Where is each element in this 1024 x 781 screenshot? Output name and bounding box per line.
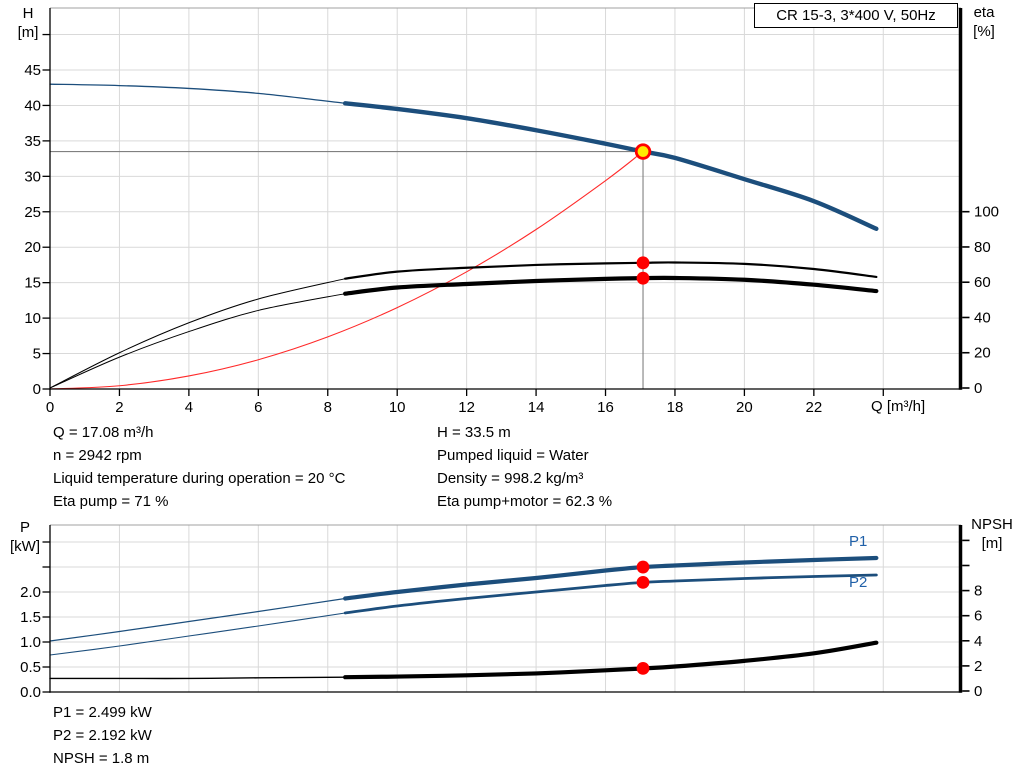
left-axis-tick-label: 40 — [24, 97, 41, 114]
x-axis-tick-label: 20 — [736, 399, 753, 416]
p1-series-label: P1 — [849, 533, 868, 550]
p2-point-marker — [636, 576, 650, 589]
duty-point-marker — [634, 143, 652, 160]
duty-info-eta-total: Eta pump+motor = 62.3 % — [437, 493, 613, 510]
power-axis-label-line1: P — [19, 519, 30, 536]
right-axis-tick-label: 60 — [974, 274, 991, 291]
x-axis-tick-label: 6 — [254, 399, 262, 416]
duty-info-p2: P2 = 2.192 kW — [53, 727, 152, 744]
duty-info-right: H = 33.5 m Pumped liquid = Water Density… — [437, 421, 612, 513]
right-axis-tick-label: 4 — [974, 633, 982, 650]
p2-curve-thin — [49, 612, 346, 656]
left-axis-tick-label: 0.5 — [20, 659, 41, 676]
x-axis-tick-label: 12 — [458, 399, 475, 416]
left-axis-tick-label: 1.5 — [20, 609, 41, 626]
eta-pump-curve — [344, 261, 878, 280]
power-axis-label: P [kW] — [2, 518, 48, 556]
head-axis-label-line1: H — [22, 5, 34, 22]
pump-model-title-box: CR 15-3, 3*400 V, 50Hz — [754, 3, 958, 28]
right-axis-tick-label: 0 — [974, 380, 982, 397]
head-axis-label: H [m] — [6, 4, 50, 42]
p2-curve — [343, 573, 878, 615]
left-axis-tick-label: 0.0 — [20, 684, 41, 701]
right-axis-tick-label: 40 — [974, 309, 991, 326]
left-axis-tick-label: 45 — [24, 62, 41, 79]
p1-curve-thin — [49, 597, 346, 642]
duty-info-temperature: Liquid temperature during operation = 20… — [53, 470, 346, 487]
left-axis-tick-label: 10 — [24, 310, 41, 327]
eta-axis-label-line1: eta — [973, 4, 995, 21]
eta-axis-label-line2: [%] — [973, 23, 995, 40]
duty-info-npsh: NPSH = 1.8 m — [53, 750, 150, 767]
npsh-axis-label-line1: NPSH — [971, 516, 1013, 533]
npsh-curve-thin — [49, 676, 346, 680]
left-axis-tick-label: 15 — [24, 275, 41, 292]
npsh-curve — [343, 640, 879, 680]
left-axis-tick-label: 20 — [24, 239, 41, 256]
left-axis-tick-label: 5 — [33, 346, 41, 363]
pump-head-curve-thin — [49, 83, 346, 104]
duty-info-eta-pump: Eta pump = 71 % — [53, 493, 169, 510]
p1-point-marker — [636, 560, 650, 574]
left-axis-tick-label: 2.0 — [20, 584, 41, 601]
npsh-point-marker — [636, 662, 650, 675]
duty-info-liquid: Pumped liquid = Water — [437, 447, 589, 464]
duty-info-density: Density = 998.2 kg/m³ — [437, 470, 584, 487]
npsh-axis-label-line2: [m] — [981, 535, 1003, 552]
eta-pump-motor-curve-thin — [49, 293, 346, 389]
duty-info-power: P1 = 2.499 kW P2 = 2.192 kW NPSH = 1.8 m — [53, 701, 152, 770]
right-axis-tick-label: 2 — [974, 658, 982, 675]
left-axis-tick-label: 35 — [24, 133, 41, 150]
duty-info-flow: Q = 17.08 m³/h — [53, 424, 154, 441]
system-curve — [49, 151, 644, 390]
right-axis-tick-label: 20 — [974, 345, 991, 362]
left-axis-tick-label: 25 — [24, 204, 41, 221]
flow-axis-label: Q [m³/h] — [871, 398, 926, 415]
duty-info-head: H = 33.5 m — [437, 424, 511, 441]
x-axis-tick-label: 4 — [185, 399, 193, 416]
pump-model-title: CR 15-3, 3*400 V, 50Hz — [776, 7, 936, 24]
pump-head-curve — [342, 101, 879, 231]
left-axis-tick-label: 0 — [33, 381, 41, 398]
x-axis-tick-label: 0 — [46, 399, 54, 416]
x-axis-tick-label: 22 — [805, 399, 822, 416]
x-axis-tick-label: 8 — [324, 399, 332, 416]
eta-axis-label: eta [%] — [961, 3, 1007, 41]
x-axis-tick-label: 18 — [667, 399, 684, 416]
right-axis-tick-label: 6 — [974, 608, 982, 625]
eta-pump-motor-point-marker — [636, 271, 650, 285]
x-axis-tick-label: 16 — [597, 399, 614, 416]
right-axis-tick-label: 100 — [974, 204, 999, 221]
power-axis-label-line2: [kW] — [10, 538, 40, 555]
left-axis-tick-label: 30 — [24, 168, 41, 185]
p2-series-label: P2 — [849, 574, 868, 591]
right-axis-tick-label: 0 — [974, 683, 982, 700]
right-axis-tick-label: 8 — [974, 583, 982, 600]
right-axis-tick-label: 80 — [974, 239, 991, 256]
eta-pump-curve-thin — [49, 278, 346, 389]
x-axis-tick-label: 10 — [389, 399, 406, 416]
head-axis-label-line2: [m] — [17, 24, 39, 41]
npsh-axis-label: NPSH [m] — [962, 515, 1022, 553]
duty-info-left: Q = 17.08 m³/h n = 2942 rpm Liquid tempe… — [53, 421, 345, 513]
x-axis-tick-label: 2 — [115, 399, 123, 416]
p1-curve — [343, 555, 879, 601]
left-axis-tick-label: 1.0 — [20, 634, 41, 651]
eta-pump-motor-curve — [343, 275, 879, 296]
x-axis-tick-label: 14 — [528, 399, 545, 416]
duty-info-p1: P1 = 2.499 kW — [53, 704, 152, 721]
duty-info-speed: n = 2942 rpm — [53, 447, 142, 464]
eta-pump-point-marker — [636, 256, 650, 270]
